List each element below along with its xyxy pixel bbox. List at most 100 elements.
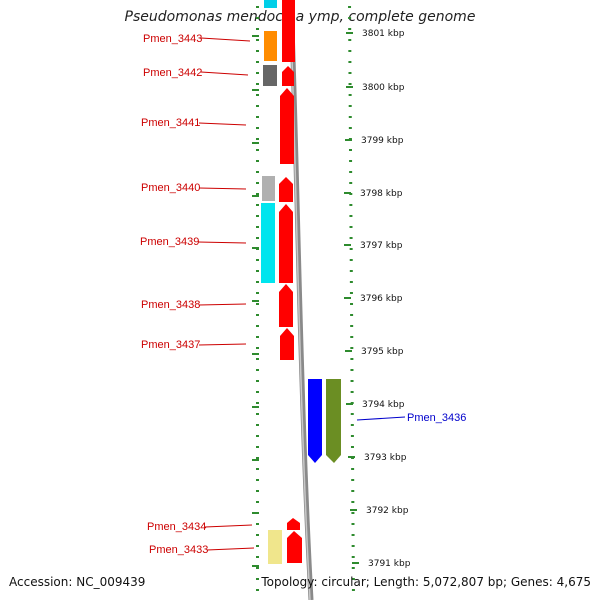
kbp-label: 3793 kbp: [364, 453, 407, 463]
gene-label[interactable]: Pmen_3438: [141, 299, 200, 311]
track-dot: [348, 6, 352, 8]
track-dot: [256, 6, 259, 8]
kbp-tick: [345, 350, 352, 352]
kbp-label: 3796 kbp: [360, 294, 403, 304]
track-dot: [256, 314, 259, 316]
track-dot: [348, 149, 352, 151]
reverse-genes: [308, 379, 341, 463]
gene-label-leader: [356, 416, 406, 421]
track-dot: [350, 435, 354, 437]
gene-label[interactable]: Pmen_3433: [149, 544, 208, 556]
kbp-scale: 3801 kbp 3800 kbp 3799 kbp 3798 kbp 3797 kbp…: [252, 29, 411, 569]
kbp-label: 3791 kbp: [368, 559, 411, 569]
track-dot: [348, 39, 352, 41]
gene-red-top[interactable]: [282, 0, 295, 8]
gene-label[interactable]: Pmen_3439: [140, 236, 199, 248]
track-dot: [256, 402, 259, 404]
track-dot: [348, 83, 352, 85]
gene-label[interactable]: Pmen_3441: [141, 117, 200, 129]
track-dot: [256, 567, 259, 569]
kbp-tick-left: [252, 300, 259, 302]
track-dot: [256, 347, 259, 349]
gene-red-3439[interactable]: [279, 204, 293, 283]
right-track-dots: [348, 6, 355, 591]
track-dot: [348, 105, 352, 107]
track-dot: [351, 567, 355, 569]
kbp-tick: [346, 403, 353, 405]
gene-orange[interactable]: [264, 31, 277, 61]
kbp-tick-left: [252, 565, 259, 567]
kbp-tick: [344, 244, 351, 246]
gene-label[interactable]: Pmen_3437: [141, 339, 200, 351]
kbp-tick: [350, 509, 357, 511]
gene-label[interactable]: Pmen_3440: [141, 182, 200, 194]
track-dot: [349, 237, 353, 239]
gene-label[interactable]: Pmen_3442: [143, 67, 202, 79]
track-dot: [256, 523, 259, 525]
track-dot: [350, 347, 354, 349]
gene-red-3433[interactable]: [287, 531, 302, 563]
kbp-tick: [346, 32, 353, 34]
genome-title: Pseudomonas mendocina ymp, complete geno…: [124, 9, 476, 25]
gene-label[interactable]: Pmen_3443: [143, 33, 202, 45]
gene-blue-3436[interactable]: [308, 379, 322, 463]
gene-khaki[interactable]: [268, 530, 282, 564]
track-dot: [350, 446, 354, 448]
track-dot: [351, 501, 355, 503]
track-dot: [256, 501, 259, 503]
track-dot: [256, 578, 259, 580]
track-dot: [256, 127, 259, 129]
track-dot: [350, 391, 354, 393]
track-dot: [256, 446, 259, 448]
gene-cyan-top[interactable]: [264, 0, 277, 8]
track-dot: [349, 270, 353, 272]
track-dot: [256, 281, 259, 283]
track-dot: [350, 424, 354, 426]
track-dot: [256, 215, 259, 217]
track-dot: [349, 248, 353, 250]
kbp-tick: [344, 297, 351, 299]
kbp-tick: [346, 86, 353, 88]
track-dot: [256, 457, 259, 459]
track-dot: [351, 512, 355, 514]
gene-light-gray[interactable]: [262, 176, 275, 201]
gene-label-leader: [200, 71, 249, 76]
gene-label[interactable]: Pmen_3434: [147, 521, 206, 533]
gene-olive-3436[interactable]: [326, 379, 341, 463]
track-dot: [350, 303, 354, 305]
kbp-tick-left: [252, 512, 259, 514]
track-dot: [256, 545, 259, 547]
track-dot: [256, 105, 259, 107]
track-dot: [256, 424, 259, 426]
gene-red-3441[interactable]: [280, 88, 294, 164]
gene-red-3440[interactable]: [279, 177, 293, 202]
track-dot: [256, 292, 259, 294]
gene-gray[interactable]: [263, 65, 277, 86]
gene-red-3434[interactable]: [287, 518, 300, 530]
track-dot: [256, 193, 259, 195]
track-dot: [256, 358, 259, 360]
track-dot: [256, 94, 259, 96]
gene-red-3438[interactable]: [279, 284, 293, 327]
gene-red-3443[interactable]: [282, 8, 295, 62]
track-dot: [349, 281, 353, 283]
gene-red-3442[interactable]: [282, 66, 294, 86]
track-dot: [256, 237, 259, 239]
gene-red-3437[interactable]: [280, 328, 294, 360]
gene-label[interactable]: Pmen_3436: [407, 412, 466, 424]
track-dot: [256, 17, 259, 19]
gene-label-leader: [198, 187, 247, 190]
track-dot: [348, 116, 352, 118]
track-dot: [348, 17, 352, 19]
track-dot: [256, 391, 259, 393]
track-dot: [351, 589, 355, 591]
gene-cyan-3439[interactable]: [261, 203, 275, 283]
track-dot: [256, 325, 259, 327]
track-dot: [349, 160, 353, 162]
track-dot: [349, 292, 353, 294]
left-track-dots: [256, 6, 259, 591]
track-dot: [349, 171, 353, 173]
kbp-tick-left: [252, 459, 259, 461]
kbp-tick-left: [252, 89, 259, 91]
